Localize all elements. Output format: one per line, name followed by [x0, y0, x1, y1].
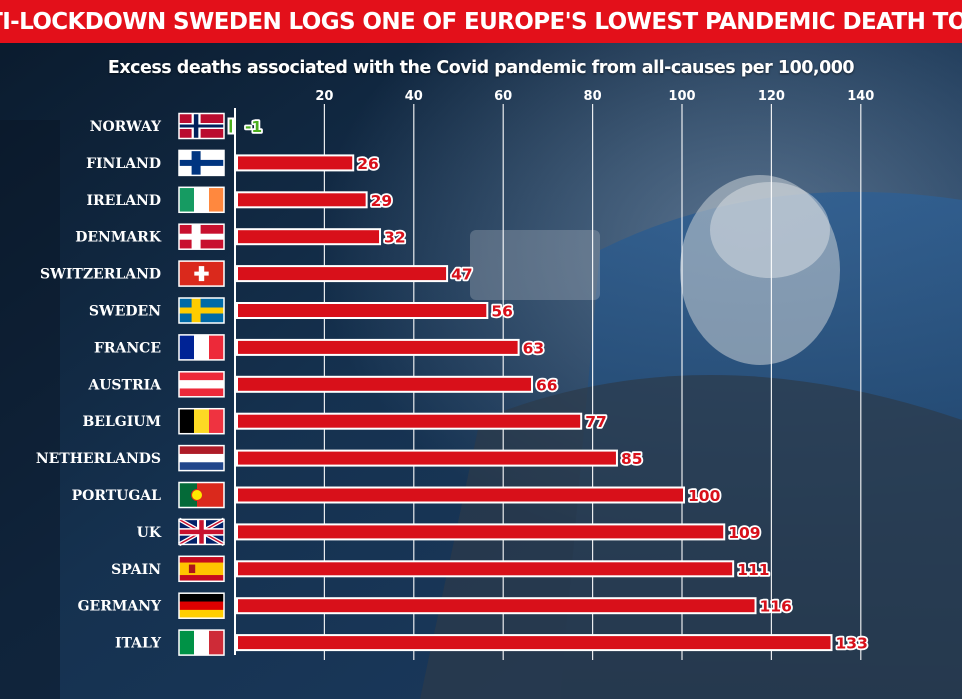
x-tick-label: 100: [668, 89, 695, 104]
data-label-portugal: 100: [688, 487, 721, 505]
data-label-sweden: 56: [491, 303, 513, 321]
bar-uk: [236, 523, 726, 541]
bar-belgium: [236, 412, 583, 430]
austria-flag-icon: [178, 371, 225, 398]
category-label-denmark: DENMARK: [75, 230, 162, 246]
x-tick-label: 140: [847, 89, 874, 104]
denmark-flag-icon: [178, 223, 225, 250]
bar-portugal: [236, 486, 685, 504]
category-label-italy: ITALY: [115, 636, 162, 652]
uk-flag-icon: [178, 517, 225, 547]
category-label-portugal: PORTUGAL: [72, 488, 162, 504]
spain-flag-icon: [178, 555, 225, 583]
finland-flag-icon: [178, 149, 225, 177]
bar-netherlands: [236, 449, 618, 467]
data-label-austria: 66: [536, 376, 558, 394]
category-label-netherlands: NETHERLANDS: [36, 451, 161, 467]
netherlands-flag-icon: [178, 444, 225, 472]
chart-title: Excess deaths associated with the Covid …: [107, 58, 855, 78]
category-label-france: FRANCE: [94, 340, 161, 356]
bar-spain: [236, 560, 735, 578]
category-label-ireland: IRELAND: [87, 193, 162, 209]
france-flag-icon: [178, 334, 225, 361]
category-label-finland: FINLAND: [86, 156, 161, 172]
data-label-italy: 133: [836, 635, 868, 653]
data-label-germany: 116: [760, 598, 792, 616]
data-label-denmark: 32: [384, 229, 406, 247]
headline-banner: ANTI-LOCKDOWN SWEDEN LOGS ONE OF EUROPE'…: [0, 0, 962, 43]
portugal-flag-icon: [178, 481, 225, 509]
ireland-flag-icon: [178, 186, 225, 214]
x-tick-label: 60: [494, 89, 512, 104]
category-label-spain: SPAIN: [111, 562, 161, 578]
bar-ireland: [236, 191, 368, 209]
bar-finland: [236, 154, 355, 172]
data-label-uk: 109: [728, 524, 760, 542]
category-label-uk: UK: [137, 525, 162, 541]
data-label-finland: 26: [357, 155, 379, 173]
data-label-ireland: 29: [371, 192, 393, 210]
norway-flag-icon: [178, 112, 225, 140]
italy-flag-icon: [178, 629, 225, 656]
x-tick-label: 20: [315, 89, 333, 104]
bar-france: [236, 338, 520, 356]
category-label-norway: NORWAY: [90, 119, 162, 135]
data-label-belgium: 77: [585, 413, 607, 431]
bar-switzerland: [236, 265, 449, 283]
data-label-switzerland: 47: [451, 266, 473, 284]
category-label-austria: AUSTRIA: [87, 377, 162, 393]
bar-norway: [227, 117, 234, 135]
category-label-belgium: BELGIUM: [82, 414, 161, 430]
sweden-flag-icon: [178, 297, 225, 324]
bar-denmark: [236, 228, 382, 246]
x-tick-label: 120: [758, 89, 785, 104]
data-label-spain: 111: [737, 561, 769, 579]
category-label-sweden: SWEDEN: [89, 304, 161, 320]
bar-germany: [236, 597, 757, 615]
belgium-flag-icon: [178, 407, 225, 435]
data-label-norway: -1: [245, 118, 262, 136]
germany-flag-icon: [178, 592, 225, 619]
bar-italy: [236, 634, 833, 652]
category-label-switzerland: SWITZERLAND: [40, 267, 161, 283]
data-label-france: 63: [523, 339, 545, 357]
switzerland-flag-icon: [178, 260, 225, 287]
x-tick-label: 40: [405, 89, 423, 104]
bar-sweden: [236, 302, 489, 319]
data-label-netherlands: 85: [621, 450, 643, 468]
category-label-germany: GERMANY: [78, 599, 162, 615]
bar-austria: [236, 375, 534, 393]
x-tick-label: 80: [584, 89, 602, 104]
headline-text: ANTI-LOCKDOWN SWEDEN LOGS ONE OF EUROPE'…: [0, 8, 962, 35]
